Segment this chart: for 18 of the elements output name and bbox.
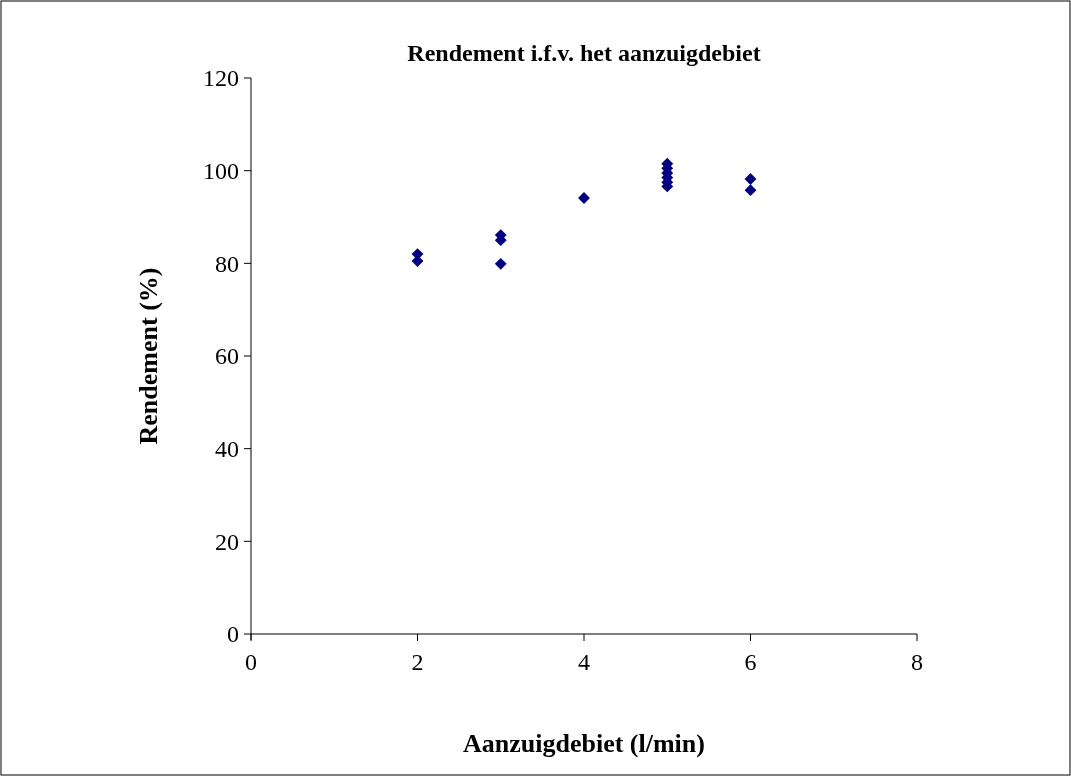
y-tick-label: 40 <box>215 436 239 463</box>
x-tick-label: 8 <box>911 649 923 675</box>
y-tick-label: 20 <box>215 528 239 555</box>
y-tick-label: 0 <box>227 621 239 648</box>
point <box>744 173 757 185</box>
point <box>494 257 507 270</box>
x-tick-label: 6 <box>744 649 757 675</box>
x-axis-title: Aanzuigdebiet (l/min) <box>463 729 705 758</box>
y-tick-label: 120 <box>203 65 239 92</box>
x-tick-label: 0 <box>245 649 257 675</box>
chart-title: Rendement i.f.v. het aanzuigdebiet <box>407 40 761 66</box>
x-tick-label: 2 <box>411 649 424 675</box>
point <box>744 184 757 197</box>
y-tick-label: 100 <box>203 158 239 185</box>
y-tick-label: 60 <box>215 343 239 370</box>
x-tick-label: 4 <box>578 649 590 675</box>
y-tick-label: 80 <box>215 250 239 277</box>
y-axis-title: Rendement (%) <box>134 267 163 445</box>
